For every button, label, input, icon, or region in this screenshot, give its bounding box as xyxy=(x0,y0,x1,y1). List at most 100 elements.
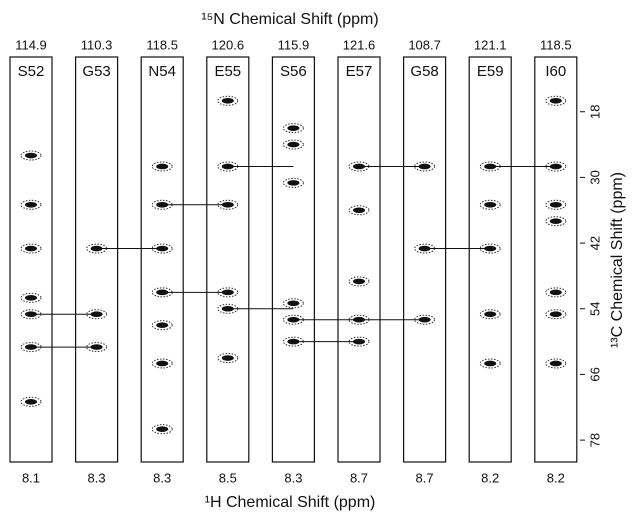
peak-contour xyxy=(414,161,436,172)
h1-label: 8.2 xyxy=(547,470,565,485)
strip xyxy=(403,56,447,463)
peak xyxy=(221,97,234,104)
peak-contour xyxy=(217,287,239,298)
peak-contour xyxy=(20,199,42,210)
peak xyxy=(25,152,37,159)
peak-contour xyxy=(217,353,239,364)
peak-contour xyxy=(20,292,42,303)
strip-label: E57 xyxy=(346,63,373,80)
strip xyxy=(206,56,250,463)
n15-label: 121.6 xyxy=(343,37,376,52)
strip xyxy=(140,56,184,463)
peak-contour xyxy=(348,276,370,287)
peak xyxy=(549,201,562,208)
peak xyxy=(221,355,234,361)
strip-label: N54 xyxy=(148,63,176,80)
strip-label: G58 xyxy=(410,63,438,80)
peak xyxy=(484,360,497,367)
peak xyxy=(287,125,300,131)
peak-contour xyxy=(151,161,173,172)
peak-contour xyxy=(86,342,108,353)
peak-contour xyxy=(20,396,42,407)
peak-contour xyxy=(20,150,42,161)
h1-label: 8.5 xyxy=(219,470,237,485)
strip xyxy=(9,56,53,463)
peak-contour xyxy=(86,309,108,320)
n15-label: 108.7 xyxy=(408,37,441,52)
h1-label: 8.2 xyxy=(481,470,499,485)
n15-label: 114.9 xyxy=(15,37,47,52)
y-tick-label: 18 xyxy=(587,104,602,118)
chart-title: ¹⁵N Chemical Shift (ppm) xyxy=(201,11,378,28)
n15-label: 118.5 xyxy=(540,37,572,52)
peak xyxy=(287,141,300,148)
h1-label: 8.1 xyxy=(22,470,40,485)
peak-contour xyxy=(151,424,173,435)
peak xyxy=(156,245,169,252)
strip-label: E59 xyxy=(477,63,504,80)
peak xyxy=(221,201,234,208)
peak-contour xyxy=(545,358,567,369)
h1-label: 8.7 xyxy=(416,470,434,485)
strip-label: I60 xyxy=(545,63,566,80)
peak-contour xyxy=(479,243,501,254)
y-tick-label: 78 xyxy=(587,433,602,447)
y-tick-label: 42 xyxy=(587,236,602,250)
h1-label: 8.3 xyxy=(88,470,106,485)
peak-contour xyxy=(282,177,304,188)
peak-contour xyxy=(479,199,501,210)
n15-label: 110.3 xyxy=(81,37,113,52)
peak-contour xyxy=(151,320,173,331)
peak-contour xyxy=(545,161,567,172)
h1-label: 8.3 xyxy=(284,470,302,485)
peak xyxy=(549,289,562,296)
peak xyxy=(25,295,37,301)
n15-label: 120.6 xyxy=(212,37,245,52)
peak-contour xyxy=(545,95,567,106)
peak xyxy=(25,398,37,405)
peak-contour xyxy=(20,243,42,254)
peak-contour xyxy=(545,199,567,210)
peak xyxy=(418,316,431,323)
peak xyxy=(90,311,103,318)
peak xyxy=(549,311,562,318)
peak xyxy=(549,218,562,224)
peak-contour xyxy=(545,309,567,320)
peak xyxy=(549,163,562,170)
peak-contour xyxy=(151,243,173,254)
peak xyxy=(549,360,562,367)
peak xyxy=(353,338,365,345)
strip-label: G53 xyxy=(82,63,110,80)
peak-contour xyxy=(217,199,239,210)
peak xyxy=(25,201,37,208)
peak xyxy=(90,344,103,350)
peak-contour xyxy=(479,309,501,320)
peak-contour xyxy=(348,336,370,347)
strip-label: S52 xyxy=(18,63,45,80)
peak xyxy=(484,201,497,208)
n15-label: 121.1 xyxy=(474,37,507,52)
y-tick-label: 66 xyxy=(587,367,602,381)
peak-contour xyxy=(545,216,567,227)
strip xyxy=(271,56,315,463)
n15-label: 115.9 xyxy=(278,37,310,52)
peak-contour xyxy=(282,139,304,150)
peak xyxy=(484,311,497,318)
peak-contour xyxy=(414,314,436,325)
peak xyxy=(353,207,365,214)
peak xyxy=(156,322,169,328)
peak-contour xyxy=(217,95,239,106)
strip xyxy=(337,56,381,463)
peak-contour xyxy=(151,358,173,369)
peak xyxy=(353,278,365,285)
x-axis-title: ¹H Chemical Shift (ppm) xyxy=(205,494,376,511)
peak-contour xyxy=(282,123,304,134)
peak-contour xyxy=(479,358,501,369)
y-tick-label: 54 xyxy=(587,302,602,316)
peak xyxy=(287,300,300,307)
peak-contour xyxy=(282,298,304,309)
peak xyxy=(418,163,431,170)
peak-contour xyxy=(545,287,567,298)
peak xyxy=(484,245,497,252)
